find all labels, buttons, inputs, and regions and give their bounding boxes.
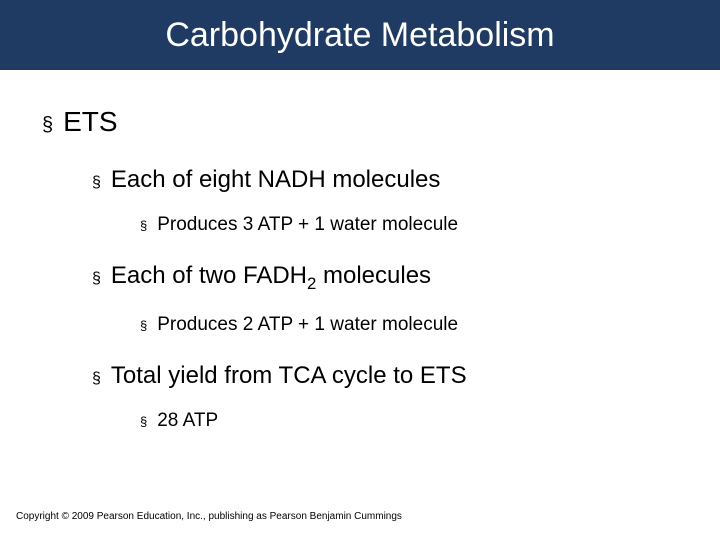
bullet-text: Total yield from TCA cycle to ETS bbox=[111, 362, 467, 390]
bullet-glyph: § bbox=[92, 270, 101, 288]
bullet-level2: § Each of eight NADH molecules bbox=[0, 166, 720, 194]
bullet-level2: § Total yield from TCA cycle to ETS bbox=[0, 362, 720, 390]
bullet-text: Produces 2 ATP + 1 water molecule bbox=[157, 314, 458, 336]
bullet-level1: § ETS bbox=[0, 106, 720, 138]
bullet-glyph: § bbox=[140, 218, 147, 233]
bullet-level2: § Each of two FADH2 molecules bbox=[0, 262, 720, 294]
copyright-text: Copyright © 2009 Pearson Education, Inc.… bbox=[16, 511, 402, 522]
bullet-text: Produces 3 ATP + 1 water molecule bbox=[157, 214, 458, 236]
bullet-glyph: § bbox=[140, 318, 147, 333]
bullet-glyph: § bbox=[42, 114, 53, 137]
bullet-text: 28 ATP bbox=[157, 410, 218, 432]
bullet-level3: § Produces 2 ATP + 1 water molecule bbox=[0, 314, 720, 336]
bullet-text: Each of eight NADH molecules bbox=[111, 166, 440, 194]
bullet-text: Each of two FADH2 molecules bbox=[111, 262, 431, 294]
bullet-level3: § 28 ATP bbox=[0, 410, 720, 432]
bullet-glyph: § bbox=[92, 174, 101, 192]
title-bar: Carbohydrate Metabolism bbox=[0, 0, 720, 70]
bullet-glyph: § bbox=[92, 370, 101, 388]
bullet-glyph: § bbox=[140, 414, 147, 429]
slide-content: § ETS § Each of eight NADH molecules § P… bbox=[0, 70, 720, 432]
bullet-text: ETS bbox=[63, 106, 117, 138]
bullet-level3: § Produces 3 ATP + 1 water molecule bbox=[0, 214, 720, 236]
slide-title: Carbohydrate Metabolism bbox=[165, 16, 554, 55]
